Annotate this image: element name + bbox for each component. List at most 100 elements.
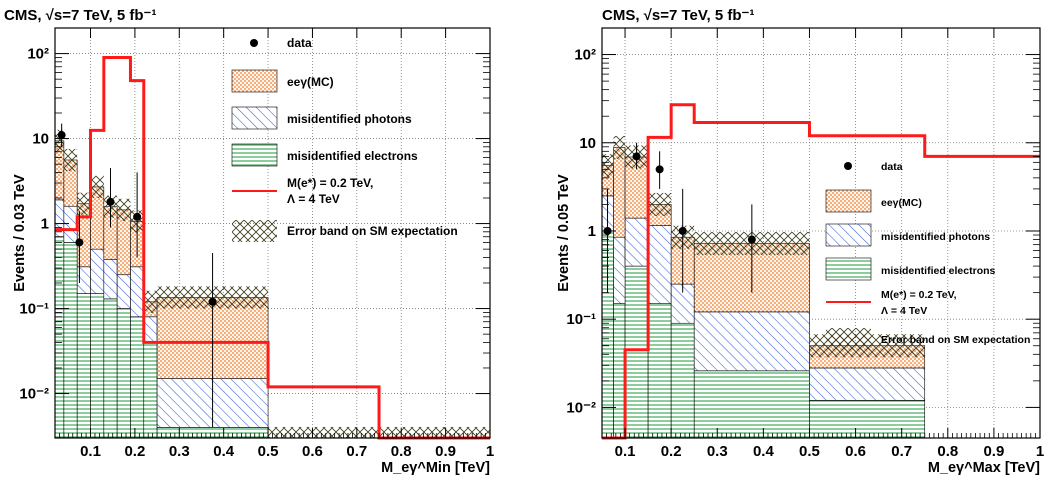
x-tick-label: 0.5 bbox=[799, 443, 820, 460]
stack-bar-misidentified-photons bbox=[116, 274, 131, 309]
legend-swatch bbox=[825, 257, 872, 281]
data-point bbox=[208, 297, 217, 306]
x-tick-label: 0.6 bbox=[302, 443, 323, 460]
x-tick-label: 0.6 bbox=[845, 443, 866, 460]
data-point bbox=[747, 235, 756, 244]
stack-bar-ee-mc- bbox=[613, 147, 626, 238]
data-point bbox=[57, 131, 66, 140]
stack-bar-misidentified-electrons bbox=[693, 370, 810, 439]
legend-swatch bbox=[231, 106, 278, 130]
legend-swatch bbox=[825, 189, 872, 213]
error-band-bin bbox=[613, 135, 626, 159]
axes: 0.1 0.2 0.3 0.4 0.5 0.6 0.7 0.8 0.9 1 10⁻² 10⁻¹ 1 10 1… bbox=[19, 27, 494, 460]
chart-title: CMS, √s=7 TeV, 5 fb⁻¹ bbox=[4, 7, 156, 24]
legend-label-signal: M(e*) = 0.2 TeV, bbox=[287, 176, 373, 190]
legend-swatch-band bbox=[232, 220, 277, 242]
x-tick-label: 0.8 bbox=[391, 443, 412, 460]
legend-label: misidentified electrons bbox=[287, 149, 418, 163]
error-band-bin bbox=[648, 192, 672, 216]
stack-bar-misidentified-photons bbox=[54, 199, 65, 238]
legend-label-signal-lambda: Λ = 4 TeV bbox=[881, 305, 927, 317]
legend-label: eeγ(MC) bbox=[287, 75, 334, 89]
legend-marker-data bbox=[250, 39, 258, 47]
legend-swatch bbox=[231, 143, 278, 167]
legend-label-signal-lambda: Λ = 4 TeV bbox=[287, 192, 340, 206]
x-tick-label: 0.7 bbox=[346, 443, 367, 460]
stack-bar-misidentified-photons bbox=[63, 205, 78, 243]
stack-bar-misidentified-electrons bbox=[156, 427, 269, 439]
x-axis-label: M_eγ^Min [TeV] bbox=[381, 460, 490, 476]
y-tick-label: 10⁻¹ bbox=[566, 311, 596, 328]
data-point bbox=[106, 197, 115, 206]
stack-bar-misidentified-electrons bbox=[103, 298, 118, 439]
stack-bar-misidentified-photons bbox=[693, 311, 810, 372]
panel-right: 0.1 0.2 0.3 0.4 0.5 0.6 0.7 0.8 0.9 1 10⁻² 10⁻¹ 1 10 1… bbox=[556, 7, 1044, 476]
error-band-bin bbox=[55, 129, 64, 152]
data-point bbox=[632, 152, 641, 161]
legend-label: misidentified photons bbox=[881, 231, 990, 243]
legend-marker-data bbox=[844, 162, 852, 170]
stack-bar-misidentified-electrons bbox=[647, 303, 672, 439]
signal-line bbox=[602, 103, 1040, 440]
legend-swatch bbox=[231, 69, 278, 93]
stack-bar-misidentified-electrons bbox=[624, 265, 649, 439]
x-tick-label: 1 bbox=[486, 443, 494, 460]
stack-bar-misidentified-electrons bbox=[90, 293, 105, 439]
y-tick-label: 10⁻² bbox=[19, 386, 49, 403]
stack-bar-misidentified-photons bbox=[624, 217, 649, 267]
legend-label-data: data bbox=[881, 161, 903, 173]
data-points bbox=[57, 123, 217, 428]
stack-bar-misidentified-photons bbox=[130, 266, 145, 318]
legend-label: eeγ(MC) bbox=[881, 197, 922, 209]
stack-bar-misidentified-photons bbox=[90, 248, 105, 294]
stack-bar-misidentified-electrons bbox=[54, 236, 65, 439]
signal-line bbox=[55, 55, 490, 440]
y-tick-label: 1 bbox=[41, 216, 49, 233]
stack-bar-misidentified-electrons bbox=[76, 293, 91, 439]
error-band-bin bbox=[77, 192, 91, 215]
data-point bbox=[678, 226, 687, 235]
x-tick-label: 1 bbox=[1036, 443, 1044, 460]
x-tick-label: 0.4 bbox=[753, 443, 775, 460]
y-axis-label: Events / 0.05 TeV bbox=[556, 174, 572, 292]
chart-title: CMS, √s=7 TeV, 5 fb⁻¹ bbox=[602, 7, 754, 24]
y-tick-label: 10 bbox=[579, 135, 596, 152]
legend-label: misidentified photons bbox=[287, 112, 412, 126]
plot-frame bbox=[601, 27, 1041, 439]
x-tick-label: 0.2 bbox=[661, 443, 682, 460]
data-point bbox=[655, 165, 664, 174]
y-tick-label: 10² bbox=[27, 46, 49, 63]
x-tick-label: 0.1 bbox=[615, 443, 636, 460]
x-tick-label: 0.2 bbox=[124, 443, 145, 460]
x-tick-label: 0.1 bbox=[80, 443, 101, 460]
stack-bar-misidentified-electrons bbox=[130, 316, 145, 439]
legend-label-signal: M(e*) = 0.2 TeV, bbox=[881, 289, 957, 301]
axes: 0.1 0.2 0.3 0.4 0.5 0.6 0.7 0.8 0.9 1 10⁻² 10⁻¹ 1 10 1… bbox=[566, 27, 1044, 460]
x-axis-label: M_eγ^Max [TeV] bbox=[928, 460, 1040, 476]
y-tick-label: 10⁻² bbox=[566, 399, 596, 416]
y-tick-label: 10² bbox=[574, 47, 596, 64]
x-tick-label: 0.9 bbox=[435, 443, 456, 460]
error-band-bin bbox=[117, 198, 131, 221]
y-axis-label: Events / 0.03 TeV bbox=[12, 174, 28, 292]
y-tick-label: 1 bbox=[588, 223, 596, 240]
x-tick-label: 0.9 bbox=[983, 443, 1004, 460]
panel-left: 0.1 0.2 0.3 0.4 0.5 0.6 0.7 0.8 0.9 1 10⁻² 10⁻¹ 1 10 1… bbox=[4, 7, 494, 476]
legend-label: misidentified electrons bbox=[881, 265, 996, 277]
legend-swatch bbox=[825, 223, 872, 247]
x-tick-label: 0.3 bbox=[169, 443, 190, 460]
legend-label-band: Error band on SM expectation bbox=[881, 334, 1030, 346]
error-band-bin bbox=[90, 175, 104, 198]
stack-bar-misidentified-electrons bbox=[143, 342, 158, 439]
stack-bar-misidentified-photons bbox=[143, 316, 158, 343]
legend-label-data: data bbox=[287, 36, 312, 50]
stack-bar-misidentified-photons bbox=[613, 236, 626, 304]
data-point bbox=[133, 212, 142, 221]
error-band-bin bbox=[602, 154, 614, 178]
legend-label-band: Error band on SM expectation bbox=[287, 224, 458, 238]
stack-bar-misidentified-electrons bbox=[670, 322, 695, 439]
data-point bbox=[75, 238, 84, 247]
legend-swatch-band bbox=[826, 328, 871, 350]
